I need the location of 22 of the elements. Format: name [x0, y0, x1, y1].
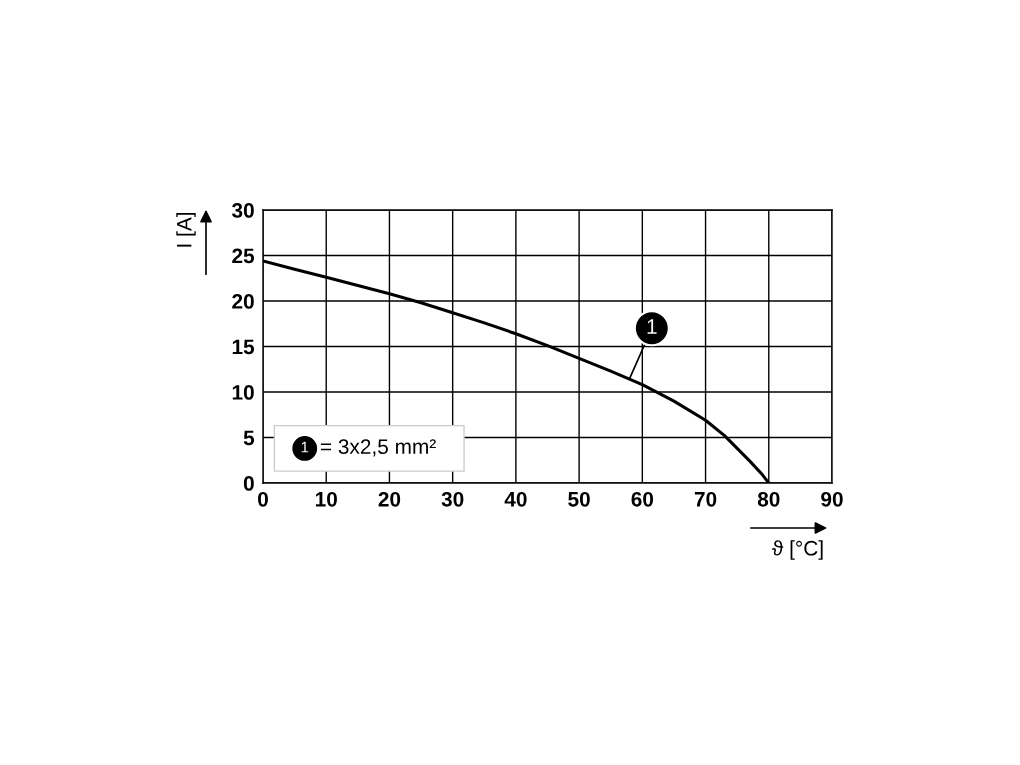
x-tick-label: 90: [821, 491, 843, 507]
x-axis-title: ϑ [°C]: [772, 540, 823, 560]
x-tick-label: 80: [757, 491, 780, 507]
y-tick-label: 25: [232, 248, 255, 264]
x-tick-label: 0: [258, 491, 268, 507]
annotation: 1: [301, 441, 309, 453]
y-axis-title: I [A]: [176, 212, 196, 247]
y-tick-label: 5: [243, 430, 255, 446]
x-tick-label: 30: [441, 491, 464, 507]
y-tick-label: 20: [232, 294, 254, 309]
x-tick-label: 70: [694, 491, 717, 507]
x-tick-label: 10: [315, 491, 337, 507]
y-tick-label: 30: [231, 203, 254, 218]
y-tick-label: 15: [232, 339, 255, 355]
x-tick-label: 50: [568, 491, 590, 507]
y-tick-label: 10: [232, 385, 254, 400]
y-tick-label: 0: [243, 476, 254, 491]
annotation: = 3x2,5 mm²: [320, 439, 436, 457]
x-tick-label: 40: [504, 491, 527, 507]
x-tick-label: 20: [378, 491, 401, 507]
x-tick-label: 60: [631, 491, 654, 507]
annotation: 1: [647, 319, 657, 334]
